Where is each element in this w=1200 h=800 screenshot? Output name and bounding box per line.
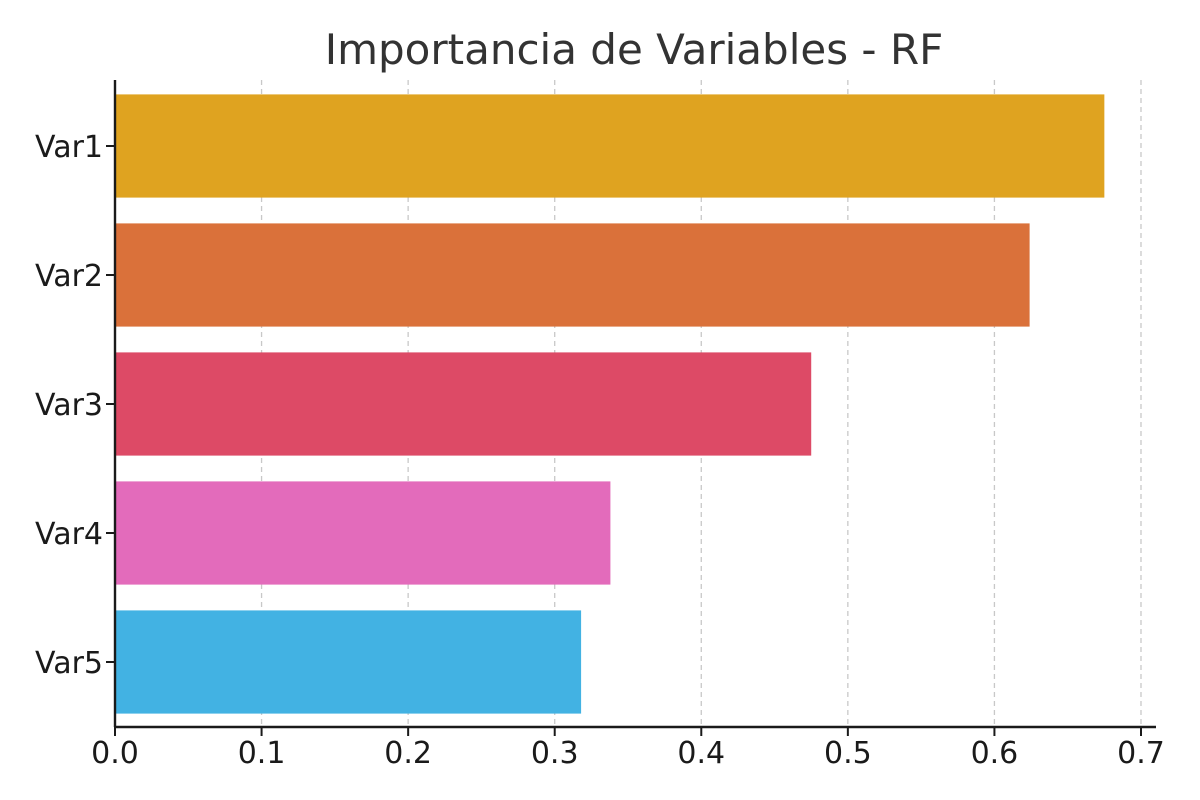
x-tick-label: 0.6 <box>971 736 1019 771</box>
bar-var4 <box>115 481 611 585</box>
chart-title: Importancia de Variables - RF <box>325 25 944 74</box>
y-tick-label: Var2 <box>35 259 103 294</box>
x-tick-label: 0.5 <box>824 736 872 771</box>
x-tick-label: 0.0 <box>91 736 139 771</box>
bar-var5 <box>115 610 582 714</box>
bar-var2 <box>115 223 1030 327</box>
bar-var3 <box>115 352 812 456</box>
y-axis-ticks: Var1 Var2 Var3 Var4 Var5 <box>35 130 115 681</box>
y-tick-label: Var1 <box>35 130 103 165</box>
x-tick-label: 0.7 <box>1117 736 1165 771</box>
y-tick-label: Var4 <box>35 517 103 552</box>
y-tick-label: Var5 <box>35 646 103 681</box>
y-tick-label: Var3 <box>35 388 103 423</box>
bars <box>115 94 1105 714</box>
x-tick-label: 0.1 <box>238 736 286 771</box>
bar-var1 <box>115 94 1105 198</box>
x-tick-label: 0.3 <box>531 736 579 771</box>
x-axis-ticks: 0.0 0.1 0.2 0.3 0.4 0.5 0.6 0.7 <box>91 727 1165 771</box>
x-tick-label: 0.4 <box>677 736 725 771</box>
x-tick-label: 0.2 <box>384 736 432 771</box>
